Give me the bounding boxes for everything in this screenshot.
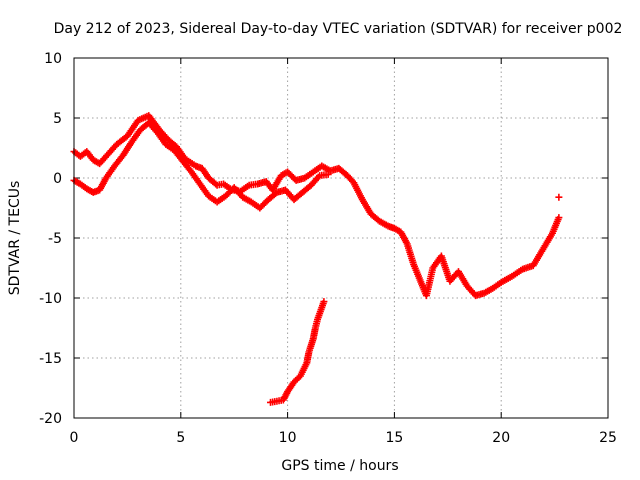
x-tick-label: 25 [599,430,617,446]
x-tick-label: 20 [492,430,510,446]
x-tick-label: 15 [385,430,403,446]
plot-frame [73,57,609,419]
series-lower-branch-trace [267,298,328,406]
y-tick-label: -5 [48,231,62,247]
x-axis-label: GPS time / hours [281,458,398,474]
series-lower-start-trace [70,119,332,212]
grid-lines [74,58,608,418]
y-axis-label: SDTVAR / TECUs [7,181,23,296]
y-tick-label: 10 [44,51,62,67]
x-tick-label: 10 [279,430,297,446]
x-tick-labels: 0 5 10 15 20 25 [70,430,617,446]
data-point [555,214,563,222]
data-points [70,112,563,406]
y-tick-label: 5 [53,111,62,127]
y-tick-label: -10 [39,291,62,307]
x-tick-label: 5 [176,430,185,446]
y-tick-label: 0 [53,171,62,187]
data-point [555,193,563,201]
y-tick-label: -15 [39,351,62,367]
series-main-trace [70,112,563,300]
y-tick-labels: -20 -15 -10 -5 0 5 10 [39,51,62,427]
series-isolated-point [555,193,563,201]
data-point [320,298,328,306]
y-tick-label: -20 [39,411,62,427]
chart-title: Day 212 of 2023, Sidereal Day-to-day VTE… [54,21,623,37]
x-tick-label: 0 [70,430,79,446]
data-point [324,170,332,178]
